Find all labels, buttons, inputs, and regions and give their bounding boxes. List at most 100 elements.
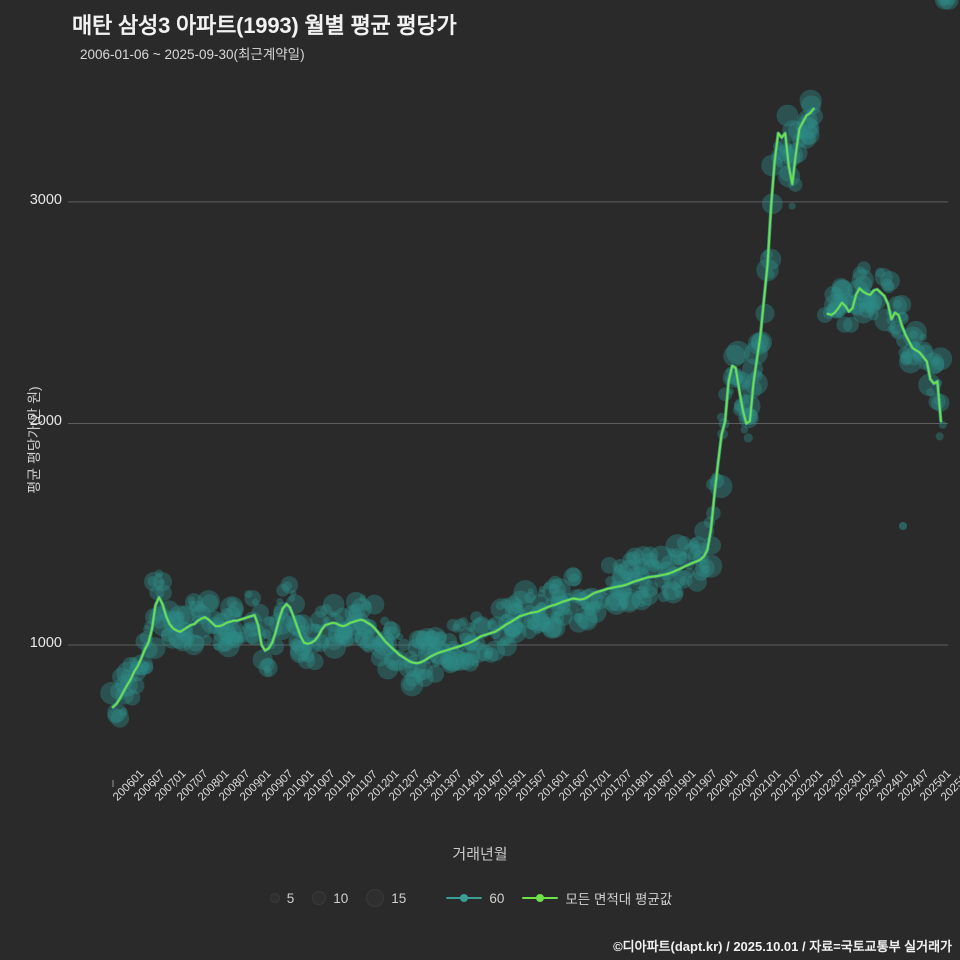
data-bubble bbox=[502, 639, 511, 647]
data-bubble bbox=[612, 564, 633, 585]
data-bubble bbox=[926, 388, 935, 397]
data-bubble bbox=[383, 620, 398, 635]
data-bubble bbox=[400, 673, 424, 697]
data-bubble bbox=[744, 341, 768, 366]
data-bubble bbox=[698, 554, 723, 578]
legend-size-item-10: 10 bbox=[312, 891, 348, 906]
data-bubble bbox=[496, 636, 517, 657]
data-bubble bbox=[235, 631, 248, 644]
data-bubble bbox=[858, 302, 875, 319]
legend-series-item-모든 면적대 평균값[interactable]: 모든 면적대 평균값 bbox=[522, 888, 672, 908]
data-bubble bbox=[776, 104, 799, 127]
data-bubble bbox=[413, 660, 434, 680]
data-bubble bbox=[402, 677, 416, 692]
data-bubble bbox=[723, 344, 746, 368]
data-bubble bbox=[219, 637, 234, 652]
data-bubble bbox=[693, 549, 704, 560]
data-bubble bbox=[898, 346, 910, 359]
data-bubble bbox=[141, 662, 150, 672]
data-bubble bbox=[441, 633, 458, 649]
data-bubble bbox=[875, 267, 885, 278]
data-bubble bbox=[580, 600, 591, 611]
data-bubble bbox=[189, 600, 206, 618]
data-bubble bbox=[363, 643, 373, 653]
data-bubble bbox=[258, 658, 278, 678]
data-bubble bbox=[919, 333, 927, 341]
data-bubble bbox=[188, 600, 196, 608]
data-bubble bbox=[641, 546, 659, 564]
data-bubble bbox=[455, 652, 474, 671]
data-bubble bbox=[831, 278, 851, 297]
data-bubble bbox=[527, 588, 534, 595]
data-bubble bbox=[545, 617, 566, 638]
data-bubble bbox=[389, 660, 396, 667]
data-bubble bbox=[527, 617, 540, 631]
data-bubble bbox=[364, 594, 385, 615]
data-bubble bbox=[837, 293, 844, 300]
data-bubble bbox=[424, 630, 441, 647]
data-bubble bbox=[351, 612, 370, 631]
data-bubble bbox=[426, 665, 445, 683]
data-bubble bbox=[484, 640, 506, 662]
data-bubble bbox=[289, 644, 309, 664]
data-bubble bbox=[322, 593, 345, 616]
legend-size-item-15: 15 bbox=[366, 889, 406, 907]
data-bubble bbox=[187, 596, 196, 605]
data-bubble bbox=[505, 623, 520, 638]
data-bubble bbox=[431, 659, 440, 668]
data-bubble bbox=[672, 550, 688, 566]
data-bubble bbox=[867, 291, 887, 311]
data-bubble bbox=[495, 601, 505, 611]
data-bubble bbox=[689, 537, 700, 549]
data-bubble bbox=[290, 590, 297, 597]
data-bubble bbox=[175, 611, 185, 621]
data-bubble bbox=[605, 592, 628, 615]
data-bubble bbox=[699, 559, 710, 570]
data-bubble bbox=[682, 542, 701, 561]
data-bubble bbox=[537, 589, 546, 598]
data-bubble bbox=[446, 618, 460, 632]
legend-size-label: 5 bbox=[286, 890, 295, 906]
data-bubble bbox=[503, 623, 519, 638]
data-bubble bbox=[551, 589, 566, 604]
data-bubble bbox=[467, 641, 489, 663]
data-bubble bbox=[264, 615, 275, 627]
data-bubble bbox=[936, 0, 950, 7]
data-bubble bbox=[621, 571, 632, 582]
data-bubble bbox=[538, 585, 546, 593]
data-bubble bbox=[476, 644, 494, 662]
chart-legend: 5 10 15 60 모든 면적대 평균값 bbox=[0, 888, 960, 908]
data-bubble bbox=[252, 649, 273, 670]
data-bubble bbox=[672, 585, 679, 593]
data-bubble bbox=[373, 632, 397, 657]
data-bubble bbox=[618, 591, 640, 613]
legend-size-label: 10 bbox=[333, 890, 349, 906]
data-bubble bbox=[426, 636, 437, 646]
data-bubble bbox=[220, 596, 244, 620]
legend-series-item-60[interactable]: 60 bbox=[446, 891, 504, 906]
data-bubble bbox=[543, 582, 551, 590]
data-bubble bbox=[483, 647, 499, 663]
data-bubble bbox=[761, 154, 783, 177]
data-bubble bbox=[459, 644, 481, 666]
legend-series-label: 모든 면적대 평균값 bbox=[565, 892, 673, 907]
data-bubble bbox=[585, 601, 594, 609]
data-bubble bbox=[383, 621, 401, 640]
data-bubble bbox=[523, 612, 541, 630]
data-bubble bbox=[499, 638, 507, 646]
data-bubble bbox=[226, 631, 244, 649]
data-bubble bbox=[395, 659, 403, 666]
data-bubble bbox=[487, 618, 495, 625]
data-bubble bbox=[144, 571, 164, 592]
data-bubble bbox=[127, 677, 145, 695]
data-bubble bbox=[905, 320, 927, 343]
data-bubble bbox=[124, 689, 141, 706]
data-bubble bbox=[260, 657, 275, 672]
data-bubble bbox=[590, 603, 601, 614]
data-bubble bbox=[643, 586, 650, 593]
data-bubble bbox=[695, 558, 715, 578]
data-bubble bbox=[852, 266, 867, 281]
data-bubble bbox=[348, 608, 360, 621]
data-bubble bbox=[590, 590, 610, 610]
